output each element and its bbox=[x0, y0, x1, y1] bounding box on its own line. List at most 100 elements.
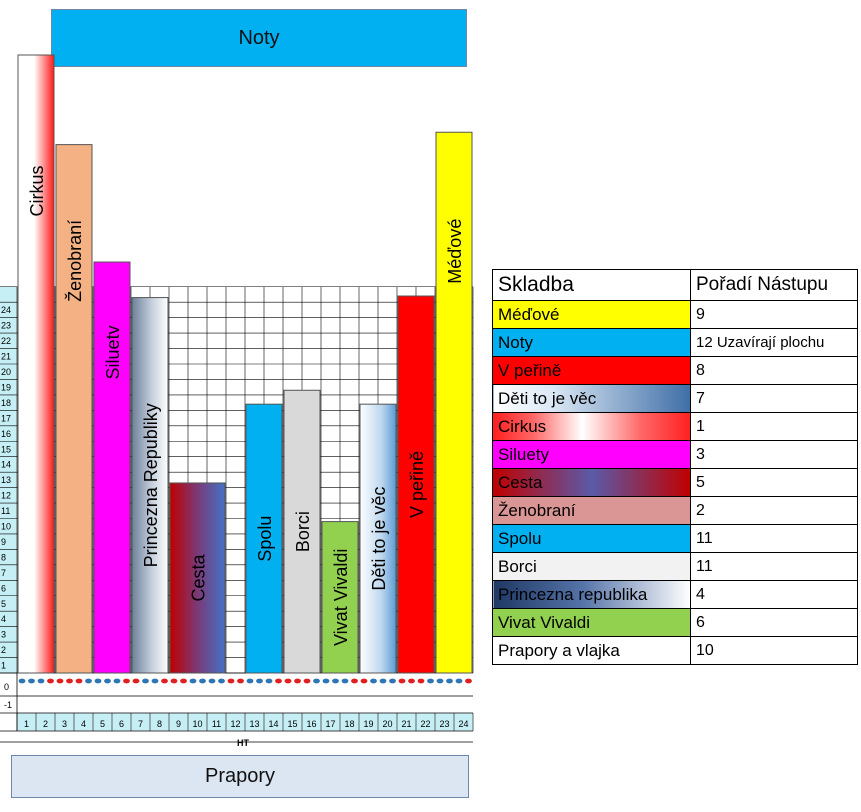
performer-dot bbox=[104, 678, 111, 684]
bar-rect bbox=[169, 482, 226, 674]
y-tick-label: 6 bbox=[1, 583, 6, 593]
performer-dot bbox=[303, 678, 311, 684]
y-tick-label: 17 bbox=[1, 413, 11, 423]
bar-rect bbox=[359, 403, 397, 674]
y-tick-label: 3 bbox=[1, 630, 6, 640]
xtick-cell bbox=[378, 713, 397, 731]
legend-row: V peřině 8 bbox=[492, 356, 858, 385]
performer-dot bbox=[256, 678, 263, 684]
performer-dot bbox=[265, 678, 273, 684]
x-tick-label: 23 bbox=[439, 719, 449, 729]
performer-dot bbox=[151, 678, 159, 684]
bar-rect bbox=[283, 389, 321, 674]
bar-medove: Méďové bbox=[435, 131, 473, 674]
performer-dot bbox=[322, 678, 330, 684]
bar-rect bbox=[397, 295, 435, 674]
y-tick-label: 9 bbox=[1, 537, 6, 547]
legend-name: Borci bbox=[492, 552, 691, 581]
performer-dot bbox=[218, 678, 225, 684]
x-tick-label: 12 bbox=[230, 719, 240, 729]
legend-order: 3 bbox=[690, 440, 858, 469]
y-tick-label: 2 bbox=[1, 645, 6, 655]
x-tick-label: 13 bbox=[249, 719, 259, 729]
legend-order: 2 bbox=[690, 496, 858, 525]
performer-dot bbox=[56, 678, 64, 684]
bar-rect bbox=[435, 131, 473, 674]
xtick-cell bbox=[207, 713, 226, 731]
x-tick-label: 4 bbox=[81, 719, 86, 729]
x-tick-label: 22 bbox=[420, 719, 430, 729]
bar-rect bbox=[131, 297, 169, 674]
bar-cirkus: Cirkus bbox=[17, 54, 55, 674]
x-tick-label: 6 bbox=[119, 719, 124, 729]
x-tick-label: 10 bbox=[192, 719, 202, 729]
legend-order: 11 bbox=[690, 552, 858, 581]
performer-dot bbox=[465, 678, 472, 684]
performer-dot bbox=[446, 678, 453, 684]
legend-name: Ženobraní bbox=[492, 496, 691, 525]
xtick-cell bbox=[17, 713, 36, 731]
y-tick-label: 22 bbox=[1, 336, 11, 346]
performer-dot bbox=[341, 678, 349, 684]
legend-order: 9 bbox=[690, 300, 858, 329]
xtick-cell bbox=[321, 713, 340, 731]
performer-dot bbox=[417, 678, 425, 684]
legend-name: Noty bbox=[492, 328, 691, 357]
performer-dot bbox=[208, 678, 216, 684]
legend-row: Ženobraní 2 bbox=[492, 496, 858, 525]
performer-dot bbox=[398, 678, 406, 684]
legend-name: V peřině bbox=[492, 356, 691, 385]
xtick-cell bbox=[131, 713, 150, 731]
bar-silu: Siluetv bbox=[93, 261, 131, 674]
bar-vperine: V peřině bbox=[397, 295, 435, 674]
bar-label: Cirkus bbox=[27, 165, 47, 216]
performer-dot bbox=[427, 678, 434, 684]
bar-rect bbox=[93, 261, 131, 674]
xtick-cell bbox=[188, 713, 207, 731]
bar-rect bbox=[321, 521, 359, 674]
xtick-cell bbox=[397, 713, 416, 731]
bar-cesta: Cesta bbox=[169, 482, 226, 674]
performer-dot bbox=[455, 678, 463, 684]
x-tick-label: 18 bbox=[344, 719, 354, 729]
y-tick-label: -1 bbox=[4, 700, 12, 710]
x-tick-label: 9 bbox=[176, 719, 181, 729]
y-tick-label: 19 bbox=[1, 382, 11, 392]
bar-label: V peřině bbox=[407, 451, 427, 518]
performer-dot bbox=[113, 678, 121, 684]
bar-label: Méďové bbox=[445, 219, 465, 284]
bar-vivat: Vivat Vivaldi bbox=[321, 521, 359, 674]
performer-dot bbox=[360, 678, 368, 684]
bar-rect bbox=[55, 144, 93, 674]
legend-order: 11 bbox=[690, 524, 858, 553]
x-tick-label: 19 bbox=[363, 719, 373, 729]
xtick-cell bbox=[93, 713, 112, 731]
legend-order: 5 bbox=[690, 468, 858, 497]
x-tick-label: 20 bbox=[382, 719, 392, 729]
legend-name: Děti to je věc bbox=[492, 384, 691, 413]
performer-dot bbox=[180, 678, 187, 684]
x-tick-label: 8 bbox=[157, 719, 162, 729]
xtick-cell bbox=[454, 713, 473, 731]
bar-label: Ženobraní bbox=[65, 220, 85, 302]
bar-deti: Děti to je věc bbox=[359, 403, 397, 674]
performer-dot bbox=[294, 678, 301, 684]
x-tick-label: 3 bbox=[62, 719, 67, 729]
xtick-cell bbox=[245, 713, 264, 731]
performer-dot bbox=[199, 678, 206, 684]
x-tick-label: 1 bbox=[24, 719, 29, 729]
legend-name: Spolu bbox=[492, 524, 691, 553]
y-tick-label: 11 bbox=[1, 506, 10, 516]
legend-header-poradi: Pořadí Nástupu bbox=[690, 269, 858, 301]
legend-row: Spolu 11 bbox=[492, 524, 858, 553]
legend-order: 7 bbox=[690, 384, 858, 413]
y-tick-label: 7 bbox=[1, 568, 6, 578]
legend-name: Vivat Vivaldi bbox=[492, 608, 691, 637]
xtick-cell bbox=[169, 713, 188, 731]
performer-dot bbox=[123, 678, 130, 684]
y-tick-label: 14 bbox=[1, 460, 11, 470]
legend-row: Prapory a vlajka 10 bbox=[492, 636, 858, 665]
bar-zeno: Ženobraní bbox=[55, 144, 93, 674]
x-tick-label: 11 bbox=[212, 719, 221, 729]
